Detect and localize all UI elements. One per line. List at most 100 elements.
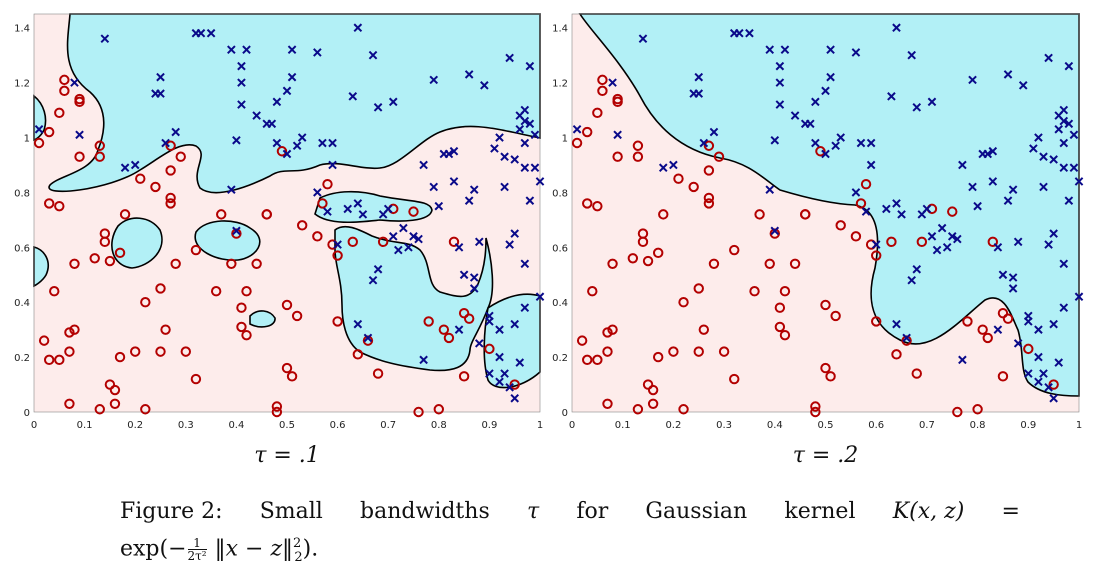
o-point	[911, 368, 922, 379]
o-point	[180, 346, 192, 357]
panel-label: τ = .2	[793, 443, 859, 468]
y-tick-label: 0.4	[552, 298, 568, 309]
x-tick-label: 1	[537, 420, 543, 431]
o-point	[165, 140, 176, 151]
plot-frame	[571, 13, 1080, 413]
x-point	[826, 45, 835, 54]
o-point	[754, 209, 765, 220]
o-point	[54, 200, 65, 212]
x-point	[272, 97, 282, 107]
caption-fraction: 1 2τ²	[187, 537, 207, 562]
o-point	[571, 137, 583, 149]
x-point	[1059, 303, 1069, 313]
o-point	[150, 181, 161, 193]
x-point	[510, 155, 520, 164]
x-point	[1049, 229, 1058, 238]
x-point	[912, 264, 922, 274]
x-point	[861, 207, 871, 216]
x-point	[1013, 237, 1023, 247]
o-point	[372, 368, 384, 379]
x-point	[780, 45, 790, 54]
o-point	[448, 236, 460, 248]
x-point	[887, 92, 896, 101]
x-point	[669, 160, 678, 170]
x-point	[1054, 358, 1064, 367]
o-point	[673, 173, 684, 184]
x-point	[1003, 70, 1013, 79]
x-point	[474, 237, 484, 247]
x-point	[811, 97, 820, 107]
o-point	[789, 258, 801, 269]
o-point	[764, 258, 775, 269]
x-point	[520, 105, 530, 115]
x-point	[520, 116, 530, 126]
o-point	[972, 404, 983, 415]
x-point	[353, 23, 363, 33]
x-point	[770, 135, 780, 145]
x-point	[907, 275, 916, 285]
o-point	[64, 346, 75, 357]
o-point	[69, 324, 80, 335]
x-point	[373, 103, 383, 112]
o-point	[438, 324, 450, 335]
o-point	[271, 401, 283, 412]
o-point	[607, 258, 618, 269]
x-point	[252, 111, 261, 120]
x-point	[1003, 196, 1013, 205]
o-point	[982, 332, 993, 344]
o-point	[652, 351, 664, 363]
x-tick-label: 0	[31, 420, 37, 431]
caption-prefix: Figure 2:	[120, 499, 223, 524]
x-point	[608, 78, 617, 87]
x-point	[297, 133, 307, 142]
x-point	[988, 177, 998, 186]
x-point	[130, 160, 140, 170]
x-point	[328, 160, 337, 170]
y-tick-label: 0.2	[14, 353, 30, 364]
o-point	[1002, 313, 1014, 324]
o-point	[43, 126, 55, 138]
x-point	[419, 355, 428, 365]
o-point	[210, 286, 222, 297]
y-tick-label: 1.2	[552, 79, 568, 90]
x-point	[1064, 119, 1074, 129]
x-point	[775, 61, 785, 71]
x-point	[313, 188, 322, 197]
x-tick-label: 0.6	[330, 420, 346, 431]
o-point	[114, 351, 126, 363]
x-point	[535, 292, 545, 302]
x-point	[1044, 382, 1053, 392]
x-tick-label: 0.8	[431, 420, 447, 431]
o-point	[347, 236, 358, 248]
y-tick-label: 0.4	[14, 298, 30, 309]
y-tick-label: 1.4	[14, 24, 30, 35]
o-point	[463, 313, 475, 324]
x-point	[907, 50, 916, 60]
o-point	[296, 220, 308, 231]
x-tick-label: 0.4	[228, 420, 244, 431]
x-tick-label: 0	[569, 420, 575, 431]
o-point	[850, 231, 862, 242]
o-point	[597, 85, 608, 97]
x-point	[505, 53, 514, 63]
x-point	[515, 124, 525, 134]
x-tick-label: 0.7	[380, 420, 396, 431]
x-point	[282, 149, 292, 159]
x-point	[1059, 116, 1069, 126]
x-point	[404, 243, 413, 252]
x-point	[1018, 81, 1028, 90]
o-point	[286, 371, 298, 382]
caption-word: K(x, z)	[892, 499, 965, 524]
o-point	[901, 335, 912, 346]
x-tick-label: 0.2	[665, 420, 681, 431]
o-point	[708, 258, 720, 269]
o-point	[59, 74, 70, 86]
x-point	[394, 245, 403, 255]
o-point	[612, 93, 623, 105]
o-point	[109, 398, 121, 409]
x-point	[968, 182, 977, 192]
caption-norm: ‖x − z‖	[207, 536, 294, 562]
panel-label: τ = .1	[254, 443, 320, 468]
x-point	[348, 92, 358, 101]
